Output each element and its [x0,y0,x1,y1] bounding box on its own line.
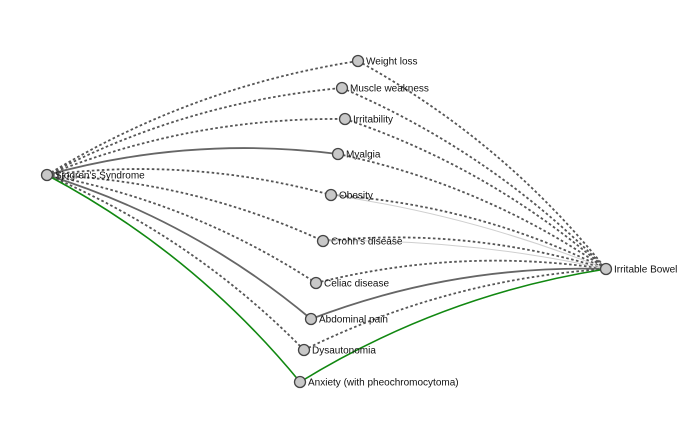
edge-anxiety-ibs [299,268,607,383]
edge-sjogren-weight-loss [46,60,359,176]
node-crohns-disease-label: Crohn's disease [331,237,403,248]
edge-sjogren-dysautonomia [46,174,305,351]
node-myalgia-label: Myalgia [346,150,381,161]
edges-layer [46,60,607,383]
node-irritability-label: Irritability [353,115,393,126]
faint-edge-obesity [330,194,607,270]
node-celiac-disease[interactable]: Celiac disease [309,276,390,290]
edge-sjogren-obesity [46,168,332,196]
node-ibs-label: Irritable Bowel [614,265,677,276]
node-dysautonomia-circle[interactable] [297,343,311,357]
node-obesity-label: Obesity [339,191,373,202]
node-weight-loss-label: Weight loss [366,57,418,68]
node-weight-loss-circle[interactable] [351,54,365,68]
faint-edge-crohns-disease [322,240,607,270]
node-obesity-circle[interactable] [324,188,338,202]
edge-irritability-ibs [344,118,607,270]
edge-myalgia-ibs [337,153,607,270]
edge-sjogren-crohns-disease [46,174,324,242]
node-myalgia[interactable]: Myalgia [331,147,381,161]
node-anxiety-circle[interactable] [293,375,307,389]
node-crohns-disease-circle[interactable] [316,234,330,248]
edge-abdominal-pain-ibs [310,267,607,320]
node-myalgia-circle[interactable] [331,147,345,161]
edge-sjogren-anxiety [46,174,301,383]
edge-sjogren-celiac-disease [46,174,317,284]
node-obesity[interactable]: Obesity [324,188,373,202]
node-abdominal-pain[interactable]: Abdominal pain [304,312,388,326]
edge-weight-loss-ibs [357,60,607,270]
node-muscle-weakness[interactable]: Muscle weakness [335,81,429,95]
node-muscle-weakness-circle[interactable] [335,81,349,95]
node-weight-loss[interactable]: Weight loss [351,54,418,68]
node-ibs-circle[interactable] [599,262,613,276]
node-sjogren-circle[interactable] [40,168,54,182]
node-ibs[interactable]: Irritable Bowel [599,262,678,276]
node-dysautonomia-label: Dysautonomia [312,346,376,357]
node-celiac-disease-circle[interactable] [309,276,323,290]
edge-sjogren-muscle-weakness [46,87,343,176]
edge-sjogren-irritability [46,118,346,176]
node-abdominal-pain-label: Abdominal pain [319,315,388,326]
node-irritability[interactable]: Irritability [338,112,394,126]
edge-obesity-ibs [330,194,607,270]
edge-sjogren-abdominal-pain [46,174,312,320]
node-dysautonomia[interactable]: Dysautonomia [297,343,377,357]
node-crohns-disease[interactable]: Crohn's disease [316,234,403,248]
node-sjogren[interactable]: Sjogren's Syndrome [40,168,146,182]
nodes-layer: Sjogren's Syndrome Weight loss Muscle weak… [40,54,678,389]
edge-crohns-disease-ibs [322,236,607,270]
node-anxiety-label: Anxiety (with pheochromocytoma) [308,378,459,389]
node-irritability-circle[interactable] [338,112,352,126]
node-anxiety[interactable]: Anxiety (with pheochromocytoma) [293,375,459,389]
edge-celiac-disease-ibs [315,259,607,284]
node-muscle-weakness-label: Muscle weakness [350,84,429,95]
node-celiac-disease-label: Celiac disease [324,279,389,290]
node-abdominal-pain-circle[interactable] [304,312,318,326]
edge-muscle-weakness-ibs [341,87,607,270]
node-sjogren-label: Sjogren's Syndrome [55,171,145,182]
edge-sjogren-myalgia [46,147,339,176]
edge-dysautonomia-ibs [303,268,607,351]
